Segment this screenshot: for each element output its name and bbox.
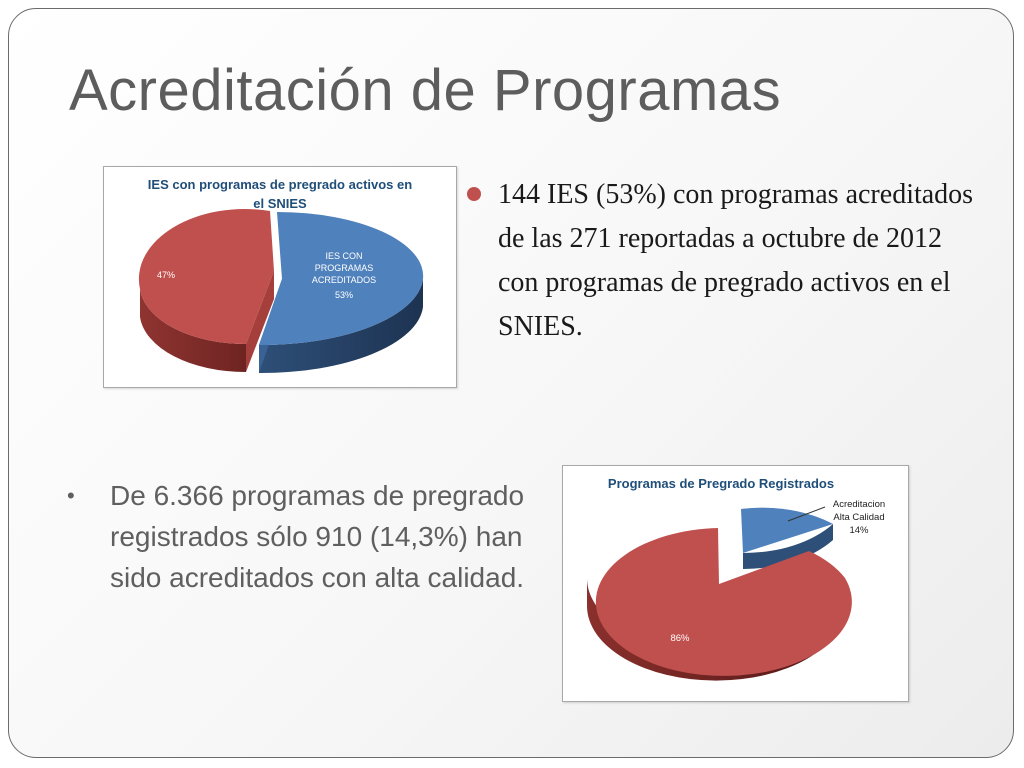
chart-ies-label-blue-2: PROGRAMAS: [315, 263, 374, 273]
bullet-ies: 144 IES (53%) con programas acreditados …: [467, 173, 987, 349]
chart-programas-svg: Programas de Pregrado Registrados Acredi…: [587, 476, 885, 681]
chart-ies-title-line1: IES con programas de pregrado activos en: [148, 177, 412, 192]
chart-ies: IES con programas de pregrado activos en…: [103, 166, 457, 388]
bullet-dot: [467, 187, 481, 201]
chart-programas-label-blue-2: Alta Calidad: [833, 512, 884, 523]
chart-ies-title-line2: el SNIES: [253, 196, 307, 211]
slide-title: Acreditación de Programas: [69, 58, 782, 123]
chart-ies-label-red-value: 47%: [157, 270, 175, 280]
bullet-ies-text: 144 IES (53%) con programas acreditados …: [498, 179, 974, 342]
chart-programas-blue-slice: [741, 507, 833, 553]
bullet-programas-text: De 6.366 programas de pregrado registrad…: [110, 480, 525, 593]
chart-ies-label-blue-value: 53%: [335, 290, 353, 300]
slide: Acreditación de Programas IES con progra…: [8, 8, 1014, 758]
chart-ies-label-blue-1: IES CON: [325, 251, 362, 261]
chart-programas-label-red-value: 86%: [670, 633, 690, 644]
chart-programas-blue-side: [743, 524, 833, 570]
bullet-marker: •: [67, 483, 75, 508]
chart-programas-title: Programas de Pregrado Registrados: [608, 476, 834, 491]
chart-programas-red-slice: [595, 528, 852, 676]
chart-ies-label-blue-3: ACREDITADOS: [312, 275, 376, 285]
chart-ies-blue-side: [259, 279, 423, 374]
chart-ies-red-cut: [246, 271, 274, 372]
chart-ies-red-side: [140, 289, 246, 373]
bullet-programas: • De 6.366 programas de pregrado registr…: [67, 475, 547, 598]
chart-ies-red-slice: [138, 209, 274, 345]
chart-ies-blue-slice: [259, 211, 424, 346]
chart-ies-svg: IES con programas de pregrado activos en…: [138, 177, 424, 374]
chart-programas-label-blue-1: Acreditacion: [833, 499, 885, 510]
chart-programas: Programas de Pregrado Registrados Acredi…: [562, 465, 909, 702]
chart-programas-leader: [787, 506, 826, 522]
chart-programas-label-blue-value: 14%: [849, 525, 869, 536]
